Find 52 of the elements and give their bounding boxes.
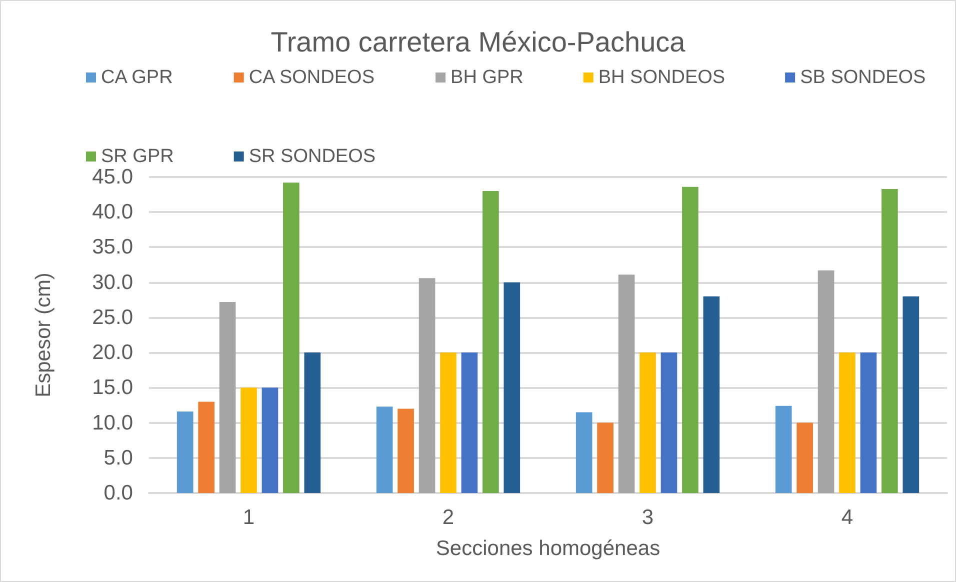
legend-label: CA GPR — [101, 67, 173, 88]
bar — [440, 352, 456, 493]
bar — [482, 191, 499, 493]
y-axis-title: Espesor (cm) — [32, 272, 55, 398]
bar — [304, 352, 321, 493]
bar — [240, 388, 257, 493]
y-tick-label: 10.0 — [92, 411, 133, 434]
x-tick-label: 1 — [242, 506, 255, 529]
bar — [597, 422, 614, 493]
bar — [461, 352, 478, 493]
legend-label: CA SONDEOS — [248, 67, 374, 88]
bar — [839, 352, 856, 493]
bar — [504, 282, 520, 493]
bar — [283, 182, 300, 493]
bar — [262, 388, 278, 493]
bar — [703, 296, 720, 493]
bar — [576, 412, 592, 493]
x-axis-title: Secciones homogéneas — [436, 537, 660, 560]
bar — [775, 406, 792, 493]
y-tick-label: 15.0 — [92, 376, 133, 400]
y-tick-label: 30.0 — [92, 270, 133, 294]
bar — [418, 278, 436, 493]
legend-label: SR SONDEOS — [248, 146, 376, 167]
x-tick-label: 3 — [642, 506, 654, 529]
bar — [640, 352, 656, 493]
y-tick-label: 0.0 — [104, 482, 133, 504]
bar — [219, 302, 236, 493]
bar — [902, 296, 920, 493]
bar — [198, 402, 214, 493]
bar — [398, 408, 414, 493]
bar — [682, 186, 698, 493]
chart-title: Tramo carretera México-Pachuca — [270, 26, 686, 58]
bar — [860, 352, 877, 493]
y-tick-label: 5.0 — [104, 446, 133, 470]
bar — [796, 422, 813, 493]
x-tick-label: 2 — [442, 506, 454, 529]
legend-label: BH GPR — [450, 67, 524, 88]
y-tick-label: 20.0 — [92, 341, 133, 364]
bar — [660, 352, 678, 493]
y-tick-label: 45.0 — [92, 166, 133, 188]
legend-label: SR GPR — [101, 146, 174, 167]
bar — [618, 274, 635, 493]
bar — [376, 406, 393, 493]
y-tick-label: 40.0 — [92, 200, 133, 224]
y-tick-label: 25.0 — [92, 306, 133, 329]
legend-label: SB SONDEOS — [800, 67, 926, 88]
legend-label: BH SONDEOS — [598, 67, 726, 88]
bar — [818, 270, 834, 493]
bar — [176, 412, 194, 493]
bar — [882, 188, 898, 493]
y-tick-label: 35.0 — [92, 236, 133, 259]
x-tick-label: 4 — [841, 506, 854, 529]
